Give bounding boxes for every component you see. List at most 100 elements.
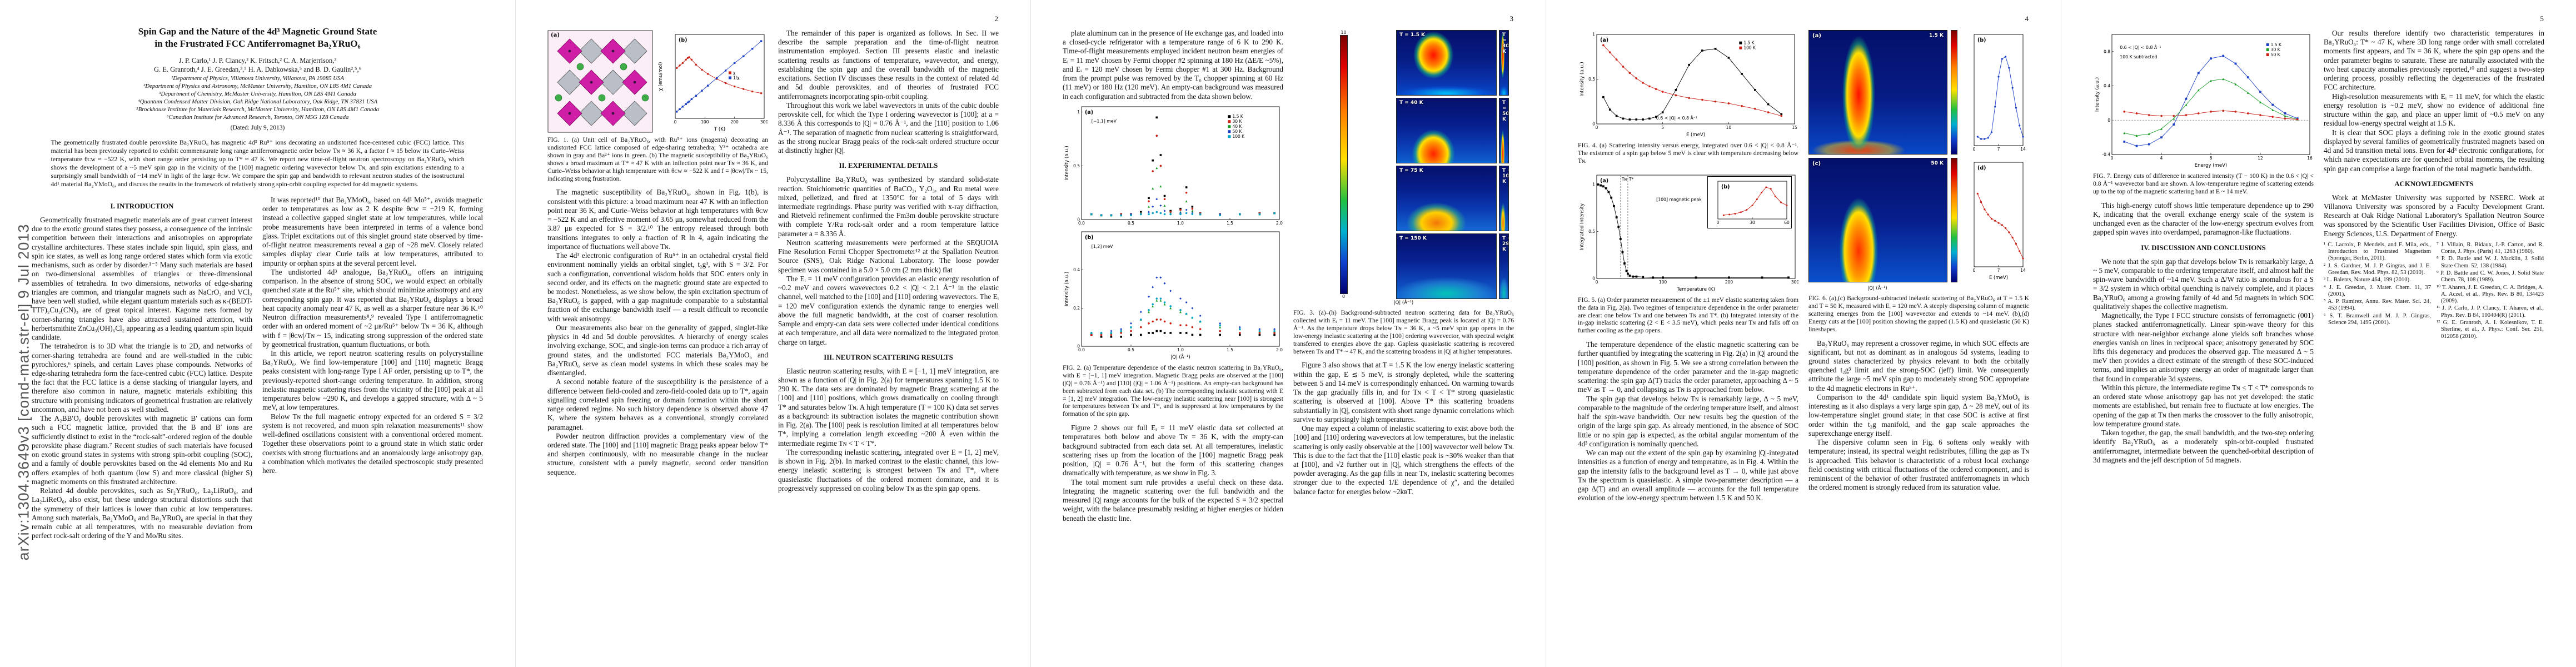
energy-cut-chart: 0 5 10 15 0 0.5 1 (a) 0.6 < |Q| < 0.8 Å⁻¹ 1.5 K 10… [1578,30,1798,138]
body-paragraph: Throughout this work we label wavevector… [778,101,999,155]
svg-text:(b): (b) [1721,184,1730,190]
page-1: Spin Gap and the Nature of the 4d³ Magne… [0,0,515,667]
inelastic-heatmap-cold: (a) 1.5 K [1808,30,1947,155]
svg-text:100: 100 [701,120,709,125]
body-paragraph: Figure 2 shows our full Eᵢ = 11 meV elas… [1063,424,1283,477]
body-paragraph: Polycrystalline Ba₂YRuO₆ was synthesized… [778,175,999,238]
reference-entry: ¹² G. E. Granroth, A. I. Kolesnikov, T. … [2437,320,2544,340]
svg-text:0: 0 [674,120,677,125]
body-paragraph: Our results therefore identify two chara… [2324,29,2544,92]
svg-text:(a): (a) [1600,37,1608,43]
svg-text:200: 200 [731,120,739,125]
section-heading-acknowledgments: ACKNOWLEDGMENTS [2394,180,2474,188]
reference-column: ⁷ J. Villain, R. Bidaux, J.-P. Carton, a… [2437,242,2544,341]
arxiv-watermark: arXiv:1304.3649v3 [cond-mat.str-el] 9 Ju… [15,223,32,561]
svg-text:(b): (b) [1977,37,1986,43]
body-paragraph: In this article, we report neutron scatt… [262,349,483,412]
svg-text:0.0: 0.0 [1078,221,1085,226]
page3-left-column: plate aluminum can in the presence of He… [1063,29,1283,645]
body-paragraph: The A₂BB′O₆ double perovskites with magn… [32,414,252,486]
panel-label-a: (a) [1812,33,1821,39]
body-paragraph: Neutron scattering measurements were per… [778,238,999,274]
paper-title: Spin Gap and the Nature of the 4d³ Magne… [33,26,482,50]
svg-text:16: 16 [2307,156,2313,161]
svg-text:Intensity (a.u.): Intensity (a.u.) [1064,272,1070,306]
reference-entry: ⁶ S. T. Bramwell and M. J. P. Gingras, S… [2324,312,2431,326]
svg-text:0.6 < |Q| < 0.8 Å⁻¹: 0.6 < |Q| < 0.8 Å⁻¹ [2120,45,2161,50]
authors-line-1: J. P. Carlo,¹ J. P. Clancy,² K. Fritsch,… [178,56,337,64]
affiliation: ³Department of Chemistry, McMaster Unive… [159,91,356,98]
heatmap-panel: T = 75 K [1396,166,1497,231]
energy-cut-side-chart-warm: 0 7 14 (d) E (meV) [1961,158,2026,281]
svg-text:Integrated Intensity: Integrated Intensity [1580,203,1585,250]
svg-text:1.5 K: 1.5 K [1232,114,1243,119]
figure-3-x-axis-label: |Q| (Å⁻¹) [1393,300,1414,306]
body-paragraph: Related 4d double perovskites, such as S… [32,486,252,540]
body-paragraph: One may expect a column of inelastic sca… [1293,424,1514,496]
svg-text:χ: χ [733,70,736,75]
body-paragraph: High-resolution measurements with Eᵢ = 1… [2324,92,2544,128]
heatmap-panel: T = 100 K [1499,166,1509,231]
reference-entry: ⁹ P. D. Battle and C. W. Jones, J. Solid… [2437,270,2544,283]
author-list: J. P. Carlo,¹ J. P. Clancy,² K. Fritsch,… [0,56,515,75]
affiliation: ²Department of Physics and Astronomy, Mc… [143,83,372,90]
svg-text:2.0: 2.0 [1276,347,1283,352]
svg-text:0.6 < |Q| < 0.8 Å⁻¹: 0.6 < |Q| < 0.8 Å⁻¹ [1656,116,1697,121]
affiliation: ⁴Quantum Condensed Matter Division, Oak … [137,98,378,106]
svg-text:Temperature (K): Temperature (K) [1676,287,1715,292]
body-paragraph: Our measurements also bear on the genera… [547,323,768,377]
figure-5-caption: FIG. 5. (a) Order parameter measurement … [1578,296,1798,335]
reference-entry: ² J. S. Gardner, M. J. P. Gingras, and J… [2324,262,2431,276]
svg-text:0: 0 [1973,147,1976,152]
affiliation: ¹Department of Physics, Villanova Univer… [171,75,344,82]
body-paragraph: Within this picture, the intermediate re… [2093,383,2314,428]
svg-text:1.5: 1.5 [1227,347,1233,352]
figure-5: 0 100 200 300 0 0.5 1 Tɴ T* (a) [100] magnetic pea… [1578,171,1798,335]
svg-text:7: 7 [1997,268,2000,273]
figure-7-caption: FIG. 7. Energy cuts of difference in sca… [2093,172,2314,195]
body-paragraph: It is clear that SOC plays a defining ro… [2324,128,2544,173]
svg-text:-0.4: -0.4 [2102,152,2110,157]
svg-text:4: 4 [2160,156,2163,161]
in-gap-intensity-inset-chart: 0 30 60 (b) [1708,177,1790,227]
body-paragraph: We can map out the extent of the spin ga… [1578,449,1798,502]
heatmap-temperature-label: T = 100 K [1502,168,1509,185]
order-parameter-inset: 0 30 60 (b) [1707,176,1792,228]
section-heading-neutron-results: III. NEUTRON SCATTERING RESULTS [824,353,953,361]
colorbar [1951,30,1957,155]
colorbar [1339,35,1348,294]
section-heading-introduction: I. INTRODUCTION [110,202,174,210]
svg-text:100 K: 100 K [1743,46,1756,51]
panel-label-c: (c) [1812,161,1821,167]
svg-text:30 K: 30 K [1232,119,1242,124]
figure-1-caption: FIG. 1. (a) Unit cell of Ba₂YRuO₆, with … [547,136,768,182]
figure-3-caption: FIG. 3. (a)–(h) Background-subtracted ne… [1293,309,1514,355]
svg-text:0.8: 0.8 [2104,49,2110,54]
svg-text:100 K: 100 K [1232,134,1245,139]
page2-left-column: (a) 0 100 200 300 (b) χ 1/χ T (K) χ (emu/mol) FI… [547,29,768,645]
body-paragraph: A second notable feature of the suscepti… [547,377,768,431]
body-paragraph: Magnetically, the Type I FCC structure c… [2093,311,2314,383]
svg-text:1.0: 1.0 [1177,221,1184,226]
svg-text:1.5 K: 1.5 K [2271,42,2282,47]
body-paragraph: The temperature dependence of the elasti… [1578,340,1798,394]
heatmap-panel: T = 290 K [1499,233,1509,299]
page-number: 2 [994,14,999,23]
page-number: 3 [1509,14,1514,23]
body-paragraph: We note that the spin gap that develops … [2093,257,2314,311]
susceptibility-chart: 0 100 200 300 (b) χ 1/χ T (K) χ (emu/mol) [656,30,768,133]
figure-4-caption: FIG. 4. (a) Scattering intensity versus … [1578,142,1798,165]
body-paragraph: Geometrically frustrated magnetic materi… [32,216,252,342]
heatmap-temperature-label: T = 40 K [1399,100,1423,106]
heatmap-temperature-label: T = 150 K [1399,236,1427,241]
svg-text:30 K: 30 K [2271,47,2281,52]
svg-text:0.5: 0.5 [1073,163,1080,168]
svg-text:300: 300 [1791,280,1798,285]
svg-text:|Q| (Å⁻¹): |Q| (Å⁻¹) [1170,354,1190,360]
svg-text:(b): (b) [1085,235,1093,241]
body-paragraph: The total moment sum rule provides a use… [1063,477,1283,522]
svg-text:0.5: 0.5 [1128,347,1134,352]
section-heading-experimental-details: II. EXPERIMENTAL DETAILS [839,162,938,170]
figure-6-caption: FIG. 6. (a),(c) Background-subtracted in… [1808,295,2029,333]
svg-text:1: 1 [1077,109,1080,115]
